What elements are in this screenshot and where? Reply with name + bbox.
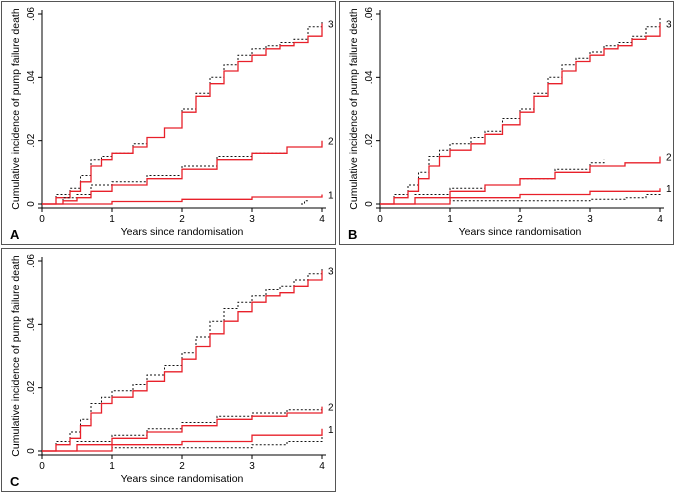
chart-c: 0 1 2 3 4 0 .02 .04 .06 Years since randomisation… (10, 254, 334, 489)
model-line-3 (42, 23, 323, 205)
y-tick-label: 0 (26, 201, 37, 207)
x-axis-title: Years since randomisation (459, 226, 582, 238)
y-axis-title: Cumulative incidence of pump failure dea… (348, 8, 360, 210)
x-tick-label: 0 (39, 461, 45, 472)
model-line-2 (42, 406, 323, 452)
y-axis-title: Cumulative incidence of pump failure dea… (10, 255, 22, 457)
series-label-2: 2 (666, 153, 672, 164)
panel-label: A (10, 227, 20, 242)
model-line-2 (380, 156, 661, 205)
model-line-3 (380, 23, 661, 205)
model-line-1 (42, 194, 323, 205)
x-tick-label: 2 (179, 214, 185, 225)
series-label-3: 3 (328, 267, 334, 278)
series-label-3: 3 (328, 20, 334, 31)
x-axis-title: Years since randomisation (121, 473, 244, 485)
panel-a: 0 1 2 3 4 0 .02 .04 .06 Years since randomisation… (1, 1, 336, 245)
panel-c: 0 1 2 3 4 0 .02 .04 .06 Years since randomisation… (1, 248, 336, 492)
series-label-1: 1 (328, 425, 334, 436)
observed-line-1 (42, 432, 323, 452)
x-tick-label: 1 (109, 461, 115, 472)
chart-a: 0 1 2 3 4 0 .02 .04 .06 Years since randomisation… (10, 7, 334, 242)
series-label-2: 2 (328, 137, 334, 148)
x-axis-title: Years since randomisation (121, 226, 244, 238)
x-tick-label: 2 (517, 214, 523, 225)
model-line-1 (380, 188, 661, 205)
y-tick-label: .02 (364, 133, 375, 147)
y-tick-label: .02 (26, 133, 37, 147)
y-tick-label: .06 (364, 7, 375, 21)
x-tick-label: 0 (377, 214, 383, 225)
observed-line-2 (380, 159, 605, 205)
y-tick-label: .04 (364, 70, 375, 84)
panel-label: C (10, 474, 20, 489)
observed-line-3 (380, 17, 661, 205)
x-tick-label: 3 (587, 214, 593, 225)
x-tick-label: 2 (179, 461, 185, 472)
y-tick-label: .06 (26, 7, 37, 21)
chart-b: 0 1 2 3 4 0 .02 .04 .06 Years since randomisation… (348, 7, 672, 242)
x-tick-label: 0 (39, 214, 45, 225)
series-label-3: 3 (666, 20, 672, 31)
observed-line-3 (42, 267, 323, 452)
x-tick-label: 3 (249, 214, 255, 225)
series-label-1: 1 (666, 184, 672, 195)
y-tick-label: .04 (26, 317, 37, 331)
x-tick-label: 4 (319, 461, 325, 472)
observed-line-3 (42, 20, 323, 205)
observed-line-1 (301, 200, 308, 205)
x-tick-label: 3 (249, 461, 255, 472)
x-tick-label: 1 (109, 214, 115, 225)
panel-b: 0 1 2 3 4 0 .02 .04 .06 Years since randomisation… (339, 1, 674, 245)
x-tick-label: 4 (657, 214, 663, 225)
y-axis-title: Cumulative incidence of pump failure dea… (10, 8, 22, 210)
y-tick-label: 0 (26, 448, 37, 454)
model-line-2 (42, 140, 323, 205)
y-tick-label: .06 (26, 254, 37, 268)
panel-label: B (348, 227, 357, 242)
x-tick-label: 1 (447, 214, 453, 225)
x-tick-label: 4 (319, 214, 325, 225)
y-tick-label: 0 (364, 201, 375, 207)
model-line-3 (42, 270, 323, 452)
observed-line-2 (42, 406, 323, 452)
model-line-1 (42, 428, 323, 452)
series-label-1: 1 (328, 191, 334, 202)
series-label-2: 2 (328, 403, 334, 414)
y-tick-label: .04 (26, 70, 37, 84)
y-tick-label: .02 (26, 380, 37, 394)
